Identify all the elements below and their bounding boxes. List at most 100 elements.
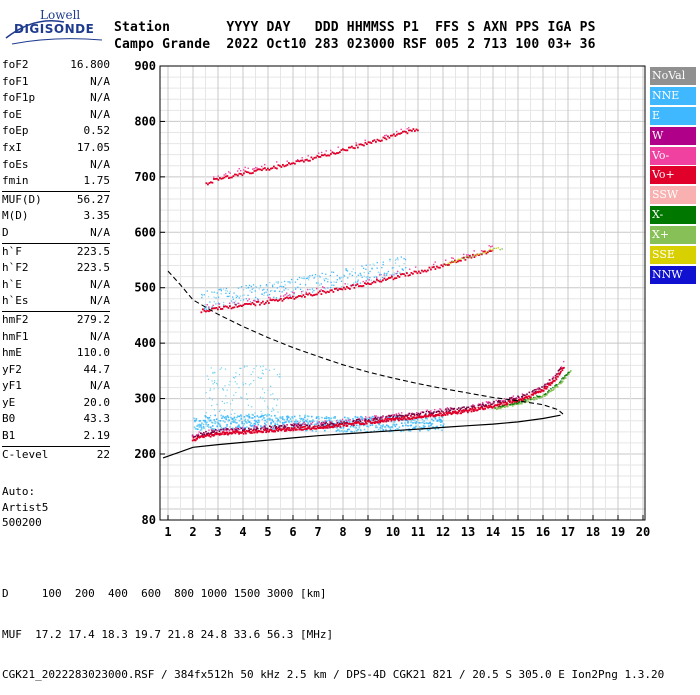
trace-point	[417, 412, 420, 415]
trace-point	[526, 396, 528, 399]
trace-point	[330, 417, 333, 420]
trace-point	[409, 274, 411, 276]
trace-point	[278, 290, 281, 292]
trace-point	[391, 273, 393, 275]
trace-point	[418, 414, 420, 417]
trace-point	[314, 425, 316, 428]
trace-point	[514, 402, 516, 404]
trace-point	[248, 421, 251, 423]
trace-point	[259, 303, 261, 306]
trace-point	[196, 434, 198, 436]
trace-point	[501, 406, 503, 408]
trace-point	[267, 407, 269, 409]
trace-point	[470, 408, 472, 411]
trace-point	[256, 301, 258, 303]
trace-point	[345, 269, 347, 271]
header-value-2: Oct10	[266, 37, 315, 52]
param-name: foF1	[2, 74, 29, 88]
trace-point	[415, 128, 418, 131]
trace-point	[270, 385, 272, 387]
trace-point	[301, 417, 303, 420]
trace-point	[304, 159, 307, 161]
trace-point	[554, 386, 556, 389]
trace-point	[276, 161, 278, 163]
trace-point	[221, 308, 224, 310]
trace-point	[491, 406, 494, 409]
legend-item-nne: NNE	[650, 86, 696, 105]
trace-point	[316, 293, 318, 296]
param-name: foF2	[2, 58, 29, 71]
trace-point	[259, 286, 262, 288]
trace-point	[282, 418, 284, 420]
trace-point	[338, 430, 341, 433]
trace-point	[234, 381, 236, 383]
trace-point	[261, 169, 263, 172]
trace-point	[292, 429, 295, 432]
param-row: hmF2 279.2	[2, 312, 110, 329]
trace-point	[239, 428, 241, 431]
trace-point	[339, 425, 342, 428]
trace-point	[387, 135, 389, 138]
trace-point	[375, 424, 377, 427]
trace-point	[249, 290, 251, 292]
trace-point	[255, 365, 257, 367]
trace-point	[232, 175, 235, 177]
trace-point	[275, 298, 278, 301]
trace-point	[400, 273, 402, 276]
trace-point	[381, 277, 384, 279]
trace-point	[225, 289, 227, 292]
trace-point	[342, 427, 345, 429]
trace-point	[359, 428, 362, 431]
trace-point	[346, 285, 348, 288]
trace-point	[248, 415, 251, 418]
trace-point	[420, 416, 423, 419]
trace-point	[355, 284, 357, 287]
trace-point	[442, 411, 444, 413]
trace-point	[456, 412, 459, 415]
trace-point	[294, 281, 297, 283]
trace-point	[252, 371, 254, 373]
trace-point	[248, 427, 250, 430]
trace-point	[213, 409, 215, 411]
trace-point	[438, 410, 441, 413]
trace-point	[365, 421, 367, 424]
trace-point	[420, 427, 423, 429]
trace-point	[561, 381, 563, 384]
trace-point	[213, 430, 216, 432]
trace-point	[247, 286, 250, 289]
trace-point	[247, 303, 249, 305]
trace-point	[552, 386, 554, 389]
trace-point	[555, 386, 557, 388]
trace-point	[385, 420, 387, 423]
trace-point	[439, 408, 441, 410]
trace-point	[230, 416, 232, 419]
trace-point	[479, 253, 481, 255]
trace-point	[385, 428, 387, 431]
trace-point	[201, 295, 203, 297]
trace-point	[544, 393, 546, 395]
header-value-4: 023000	[346, 37, 403, 52]
trace-point	[215, 303, 217, 305]
trace-point	[445, 408, 447, 410]
trace-point	[353, 430, 356, 433]
trace-point	[495, 407, 497, 409]
trace-point	[482, 401, 484, 404]
param-value: 56.27	[76, 192, 110, 206]
trace-point	[535, 396, 537, 399]
chart-grid	[160, 65, 645, 520]
trace-point	[480, 404, 482, 406]
trace-point	[361, 276, 363, 278]
trace-point	[415, 422, 417, 425]
trace-point	[424, 425, 426, 428]
trace-point	[275, 417, 277, 419]
trace-point	[378, 416, 380, 419]
trace-point	[390, 414, 393, 417]
trace-point	[266, 430, 268, 432]
trace-point	[379, 278, 382, 281]
trace-point	[446, 412, 448, 414]
trace-point	[203, 436, 205, 439]
trace-point	[297, 424, 299, 427]
trace-point	[360, 423, 363, 426]
trace-point	[217, 175, 219, 177]
trace-point	[234, 303, 236, 305]
